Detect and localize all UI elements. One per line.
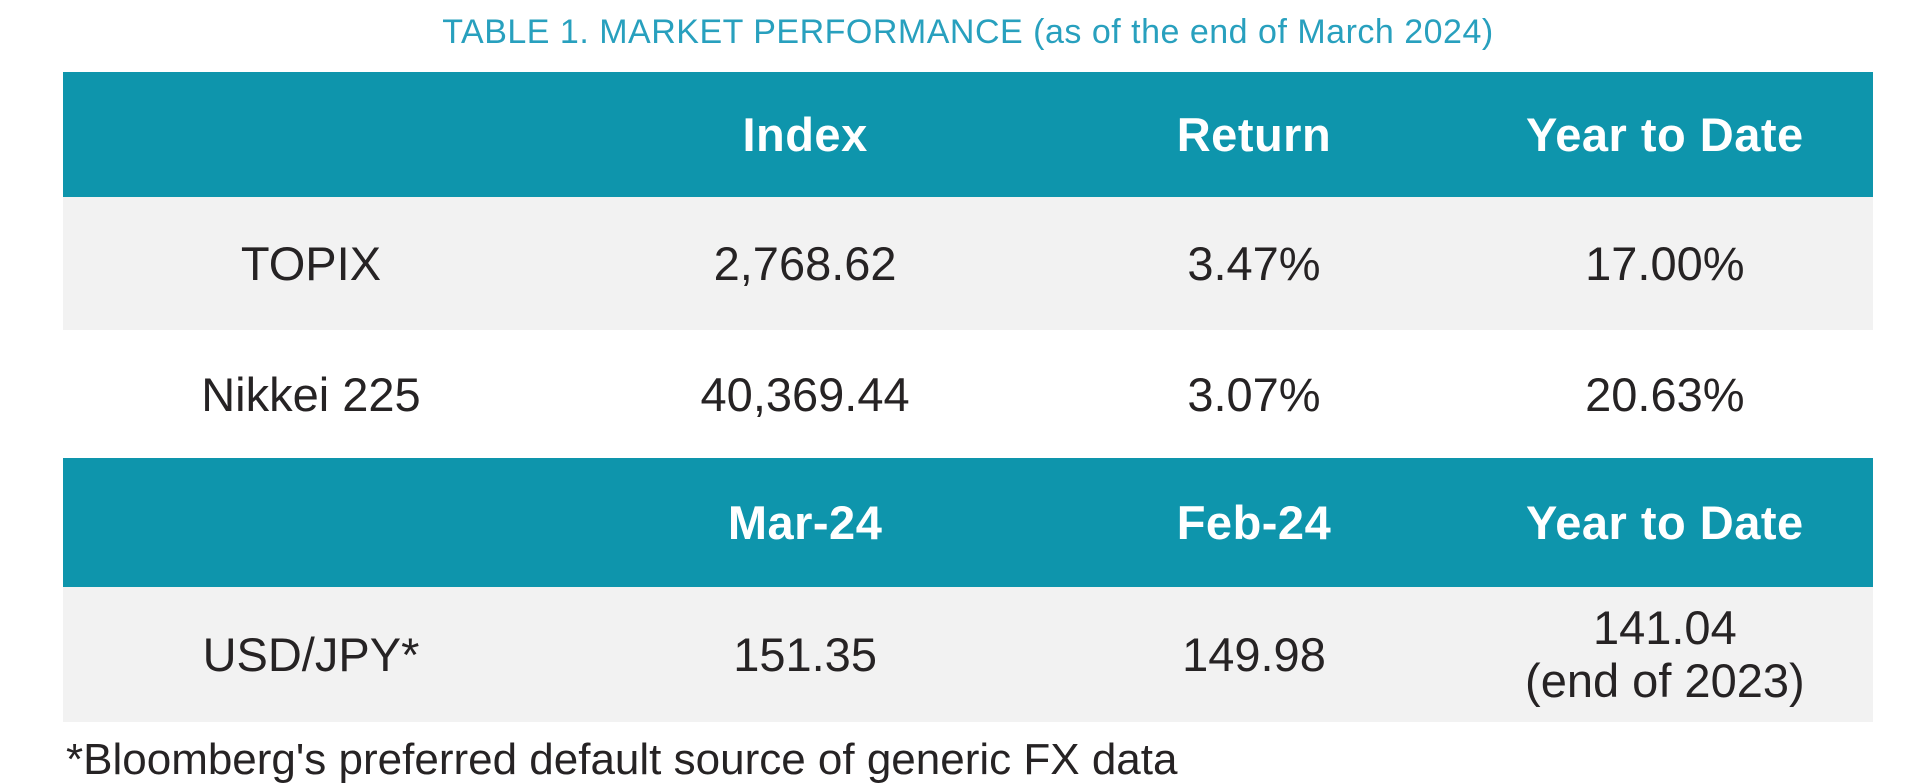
table-title-main: TABLE 1. MARKET PERFORMANCE — [442, 13, 1024, 51]
header-cell-blank-2 — [63, 458, 559, 587]
cell-topix-ytd: 17.00% — [1456, 197, 1873, 330]
footnote: *Bloomberg's preferred default source of… — [66, 735, 1178, 784]
table-title: TABLE 1. MARKET PERFORMANCE (as of the e… — [63, 12, 1873, 53]
market-performance-table: Index Return Year to Date TOPIX 2,768.62… — [63, 72, 1873, 722]
header-cell-ytd-2: Year to Date — [1456, 458, 1873, 587]
table-row-usdjpy: USD/JPY* 151.35 149.98 141.04 (end of 20… — [63, 587, 1873, 722]
cell-nikkei-label: Nikkei 225 — [63, 330, 559, 458]
cell-nikkei-ytd: 20.63% — [1456, 330, 1873, 458]
cell-nikkei-return: 3.07% — [1051, 330, 1457, 458]
table-row-nikkei: Nikkei 225 40,369.44 3.07% 20.63% — [63, 330, 1873, 458]
cell-usdjpy-feb: 149.98 — [1051, 587, 1457, 722]
header-cell-return: Return — [1051, 72, 1457, 197]
fx-header-row: Mar-24 Feb-24 Year to Date — [63, 458, 1873, 587]
cell-usdjpy-ytd: 141.04 (end of 2023) — [1456, 587, 1873, 722]
header-cell-mar24: Mar-24 — [558, 458, 1052, 587]
cell-nikkei-index: 40,369.44 — [558, 330, 1052, 458]
cell-topix-return: 3.47% — [1051, 197, 1457, 330]
cell-topix-label: TOPIX — [63, 197, 559, 330]
table-row-topix: TOPIX 2,768.62 3.47% 17.00% — [63, 197, 1873, 330]
header-cell-index: Index — [558, 72, 1052, 197]
cell-usdjpy-label: USD/JPY* — [63, 587, 559, 722]
cell-topix-index: 2,768.62 — [558, 197, 1052, 330]
table-title-suffix: (as of the end of March 2024) — [1023, 13, 1494, 51]
index-header-row: Index Return Year to Date — [63, 72, 1873, 197]
header-cell-feb24: Feb-24 — [1051, 458, 1457, 587]
cell-usdjpy-mar: 151.35 — [558, 587, 1052, 722]
cell-usdjpy-ytd-note: (end of 2023) — [1525, 653, 1805, 707]
header-cell-ytd-1: Year to Date — [1456, 72, 1873, 197]
header-cell-blank-1 — [63, 72, 559, 197]
cell-usdjpy-ytd-value: 141.04 — [1592, 600, 1737, 654]
